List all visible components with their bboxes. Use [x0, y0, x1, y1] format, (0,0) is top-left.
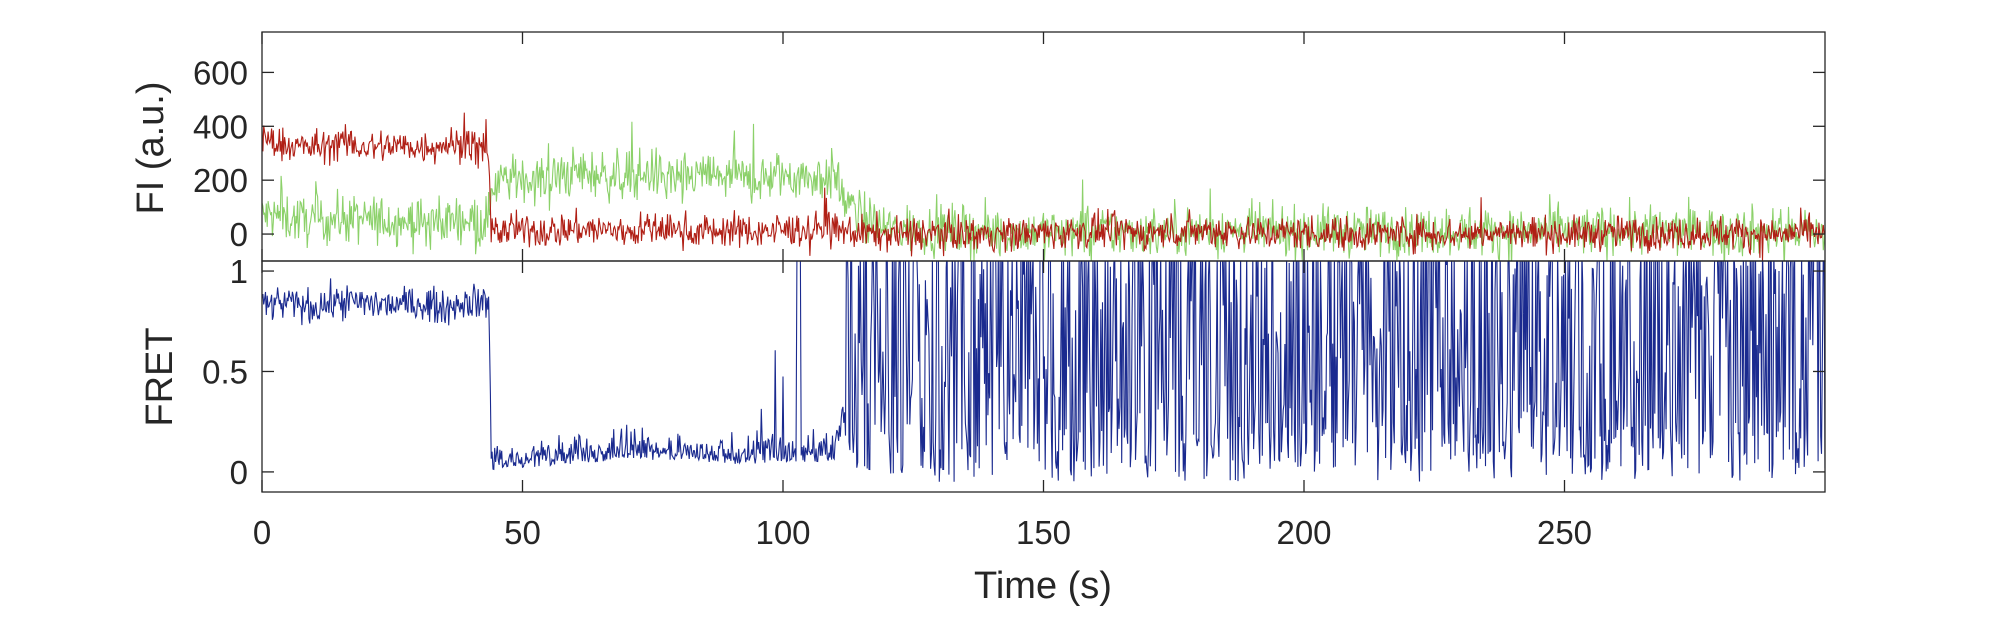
fluorescence-y-axis-label: FI (a.u.) [130, 81, 172, 214]
fluorescence-y-tick-label: 200 [193, 162, 248, 199]
time-x-ticks: 0 50 100 150 200 250 [253, 32, 1592, 551]
fret-y-tick-label: 0 [230, 454, 248, 491]
fret-y-tick-label: 1 [230, 253, 248, 290]
time-x-tick-label: 100 [755, 514, 810, 551]
time-x-tick-label: 0 [253, 514, 271, 551]
fluorescence-y-tick-label: 400 [193, 108, 248, 145]
fluorescence-series-0-line [262, 121, 1825, 261]
fluorescence-series-group [262, 112, 1825, 261]
fret-panel: 00.51 0 50 100 150 200 250 FRET Time (s) [139, 32, 1826, 607]
time-x-tick-label: 200 [1276, 514, 1331, 551]
fret-y-axis-label: FRET [139, 327, 181, 426]
time-x-tick-label: 150 [1016, 514, 1071, 551]
fret-series-0-line [262, 261, 1825, 482]
fret-series-group [262, 261, 1825, 482]
time-x-tick-label: 250 [1537, 514, 1592, 551]
time-x-axis-label: Time (s) [974, 565, 1112, 607]
fret-y-ticks: 00.51 [202, 253, 1825, 491]
fluorescence-panel: 0 200 400 600 FI (a.u.) [130, 31, 1826, 262]
fluorescence-series-1-line [262, 112, 1825, 261]
fluorescence-y-tick-label: 0 [230, 216, 248, 253]
fret-y-tick-label: 0.5 [202, 353, 248, 390]
fluorescence-y-tick-label: 600 [193, 54, 248, 91]
fluorescence-y-ticks: 0 200 400 600 [193, 54, 1825, 253]
time-x-tick-label: 50 [504, 514, 541, 551]
